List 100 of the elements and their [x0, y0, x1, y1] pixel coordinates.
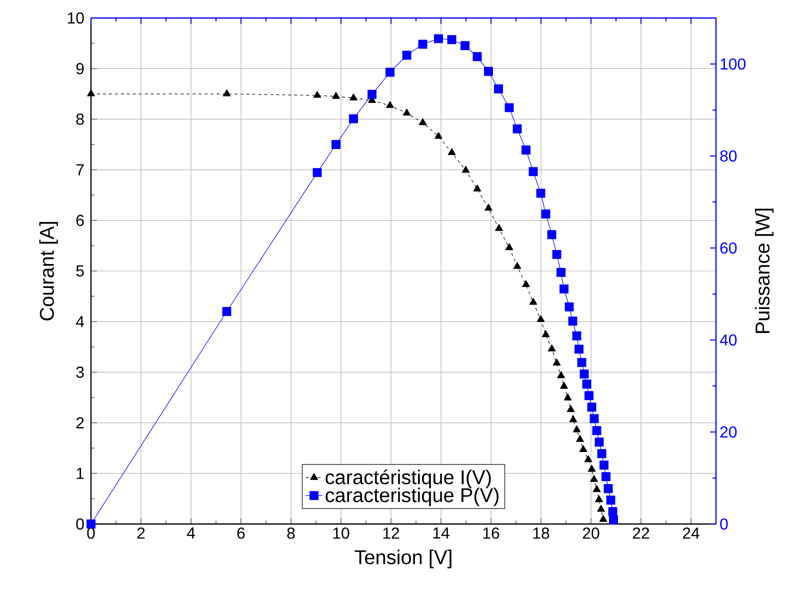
point: [576, 435, 584, 442]
point: [547, 230, 556, 240]
point: [597, 449, 606, 458]
point: [528, 167, 538, 176]
y2-tick-label: 0: [720, 518, 728, 530]
point: [536, 188, 546, 198]
point: [594, 438, 604, 447]
point: [350, 93, 358, 100]
point: [349, 114, 358, 124]
point: [552, 250, 562, 259]
point: [418, 118, 427, 126]
x-tick-label: 16: [483, 528, 500, 539]
point: [556, 268, 566, 277]
x-tick-label: 6: [237, 528, 245, 539]
y2-tick-label: 100: [720, 58, 746, 70]
point: [505, 243, 514, 250]
legend-label: caractéristique I(V): [326, 469, 491, 488]
y2-tick-label: 40: [720, 334, 737, 346]
x-tick-label: 22: [632, 528, 650, 539]
point: [592, 426, 602, 436]
y-tick-label: 0: [76, 518, 84, 530]
point: [513, 262, 522, 269]
point: [579, 445, 588, 452]
y-tick-label: 9: [76, 62, 84, 74]
point: [332, 92, 340, 99]
point: [590, 414, 599, 424]
point: [592, 485, 601, 492]
point: [560, 284, 568, 294]
point: [604, 484, 613, 494]
y-axis-title: Courant [A]: [39, 222, 58, 320]
x-tick-label: 14: [433, 528, 450, 538]
point: [504, 103, 514, 112]
point: [536, 315, 545, 322]
point: [587, 402, 596, 412]
point: [313, 90, 322, 98]
point: [582, 380, 592, 389]
point: [608, 507, 618, 516]
point: [597, 504, 605, 512]
point: [495, 224, 503, 231]
point: [402, 50, 412, 60]
y-tick-label: 7: [76, 164, 84, 176]
point: [522, 280, 530, 288]
point: [312, 168, 322, 178]
point: [541, 209, 550, 218]
point: [512, 124, 522, 134]
point: [572, 331, 582, 340]
x-tick-label: 4: [186, 528, 195, 538]
point: [386, 68, 394, 77]
y-tick-label: 10: [68, 12, 84, 24]
point: [600, 460, 608, 470]
point: [609, 515, 618, 524]
point: [447, 35, 456, 44]
point: [602, 472, 610, 482]
legend-label: caracteristique P(V): [326, 488, 499, 506]
y2-tick-label: 60: [720, 242, 737, 254]
point: [434, 132, 442, 139]
point: [386, 101, 394, 108]
point: [584, 391, 594, 400]
y-tick-label: 2: [76, 417, 84, 428]
y2-tick-label: 20: [720, 426, 737, 438]
point: [548, 344, 556, 352]
y2-tick-label: 80: [720, 150, 737, 162]
point: [588, 464, 596, 472]
point: [473, 184, 482, 192]
point: [552, 358, 561, 366]
point: [484, 204, 492, 211]
point: [460, 41, 470, 50]
point: [434, 34, 443, 44]
x-tick-label: 2: [137, 528, 145, 539]
x-tick-label: 8: [287, 528, 295, 539]
point: [494, 84, 503, 94]
point: [577, 358, 586, 368]
x-tick-label: 20: [582, 528, 600, 539]
point: [87, 89, 95, 96]
point: [332, 140, 340, 149]
y-tick-label: 5: [76, 265, 84, 277]
x-tick-label: 18: [533, 528, 550, 539]
point: [590, 474, 598, 482]
y-tick-label: 8: [76, 114, 84, 125]
point: [222, 89, 231, 96]
x-tick-label: 24: [682, 528, 700, 539]
point: [522, 146, 530, 154]
point: [557, 371, 565, 378]
point: [572, 425, 581, 432]
y-tick-label: 4: [76, 316, 84, 328]
point: [564, 394, 572, 400]
point: [542, 330, 550, 338]
y-tick-label: 6: [76, 214, 84, 226]
point: [462, 166, 470, 173]
point: [564, 302, 574, 312]
point: [569, 415, 578, 422]
point: [560, 382, 568, 389]
point: [568, 316, 578, 326]
point: [402, 108, 411, 116]
x-tick-label: 10: [333, 528, 350, 539]
point: [529, 298, 538, 305]
y2-axis-title: Puissance [W]: [754, 208, 774, 334]
point: [580, 370, 589, 379]
point: [86, 520, 96, 528]
x-axis-title: Tension [V]: [354, 550, 452, 568]
